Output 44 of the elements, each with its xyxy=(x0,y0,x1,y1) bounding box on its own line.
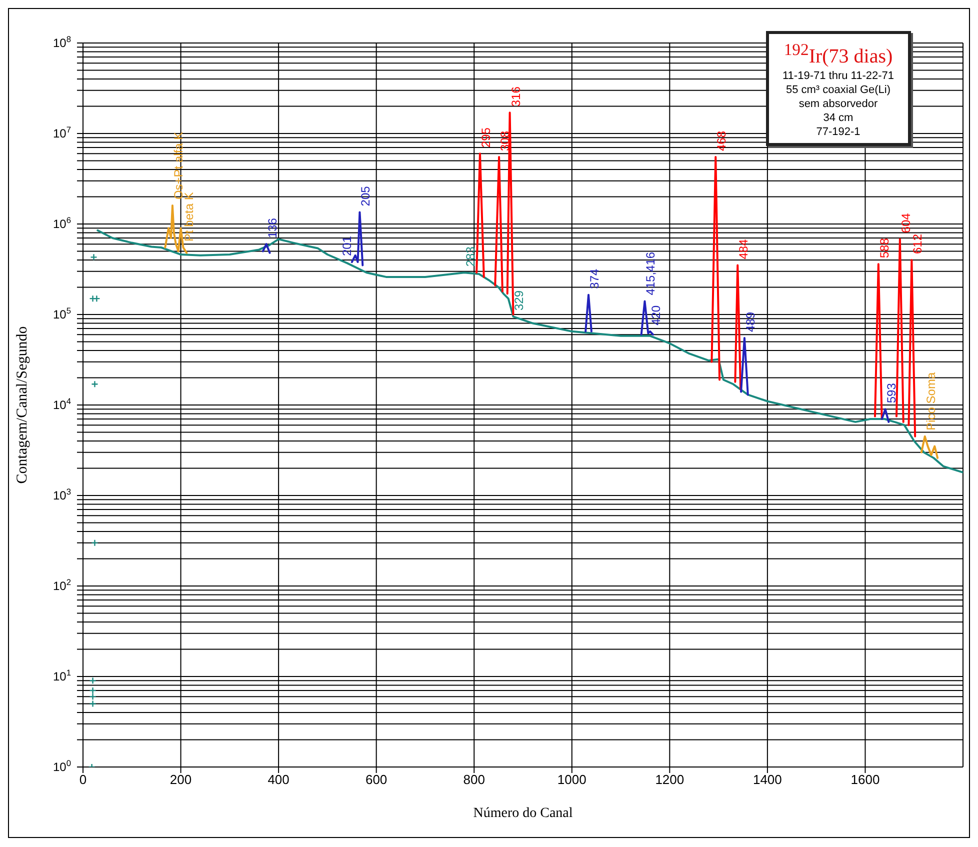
annotation: 415,416 xyxy=(644,252,658,296)
annotation: 420 xyxy=(649,305,664,326)
y-tick-label: 10$^{4}$ xyxy=(52,396,72,412)
x-tick-label: 200 xyxy=(170,772,192,788)
y-tick-label: 10$^{2}$ xyxy=(52,577,72,593)
annotation: 484 xyxy=(736,238,751,260)
x-tick-label: 1000 xyxy=(557,772,586,788)
annotation: 604 xyxy=(898,212,913,234)
x-axis-title: Número do Canal xyxy=(473,806,573,821)
annotation: 11-19-71 thru 11-22-71 xyxy=(782,68,894,83)
annotation: 612 xyxy=(910,234,925,254)
annotation: 329 xyxy=(512,290,526,311)
y-tick-label: 10$^{8}$ xyxy=(52,34,72,50)
chart-title: $^{192}$Ir(73 dias) xyxy=(782,39,894,69)
x-tick-label: 0 xyxy=(79,772,87,788)
annotation: 374 xyxy=(588,268,602,289)
annotation: 295 xyxy=(478,127,493,148)
annotation: 136 xyxy=(265,218,280,238)
annotation: 316 xyxy=(508,86,523,107)
x-tick-label: 600 xyxy=(365,772,388,788)
annotation: 77-192-1 xyxy=(815,124,862,139)
y-tick-label: 10$^{6}$ xyxy=(52,215,72,231)
x-tick-label: 400 xyxy=(268,772,290,788)
annotation: 468 xyxy=(714,130,729,151)
annotation: 205 xyxy=(358,186,373,206)
annotation: Pico Soma xyxy=(924,372,938,430)
y-tick-label: 10$^{0}$ xyxy=(52,758,72,774)
annotation: 283 xyxy=(463,246,478,267)
annotation: 55 cm³ coaxial Ge(Li) xyxy=(784,82,892,97)
y-tick-label: 10$^{1}$ xyxy=(52,668,72,684)
annotation: sem absorvedor xyxy=(798,96,879,111)
annotation: 593 xyxy=(884,382,898,404)
x-tick-label: 800 xyxy=(463,772,485,788)
y-tick-label: 10$^{7}$ xyxy=(52,124,72,140)
x-tick-label: 1600 xyxy=(850,772,880,788)
y-tick-label: 10$^{3}$ xyxy=(52,486,72,502)
annotation: 201 xyxy=(340,236,354,256)
annotation: 489 xyxy=(743,312,758,332)
annotation: 34 cm xyxy=(822,110,854,125)
y-tick-label: 10$^{5}$ xyxy=(52,306,72,322)
x-tick-label: 1200 xyxy=(655,772,684,788)
annotation: 588 xyxy=(877,238,892,258)
x-tick-label: 1400 xyxy=(752,772,782,788)
y-axis-title: Contagem/Canal/Segundo xyxy=(14,326,30,484)
